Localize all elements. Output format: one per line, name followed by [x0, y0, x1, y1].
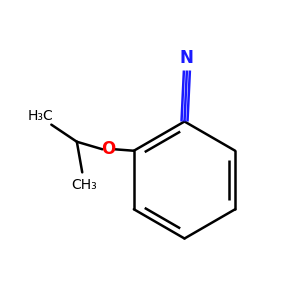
Text: N: N [180, 50, 194, 68]
Text: O: O [101, 140, 116, 158]
Text: H₃C: H₃C [28, 109, 54, 123]
Text: CH₃: CH₃ [71, 178, 97, 192]
